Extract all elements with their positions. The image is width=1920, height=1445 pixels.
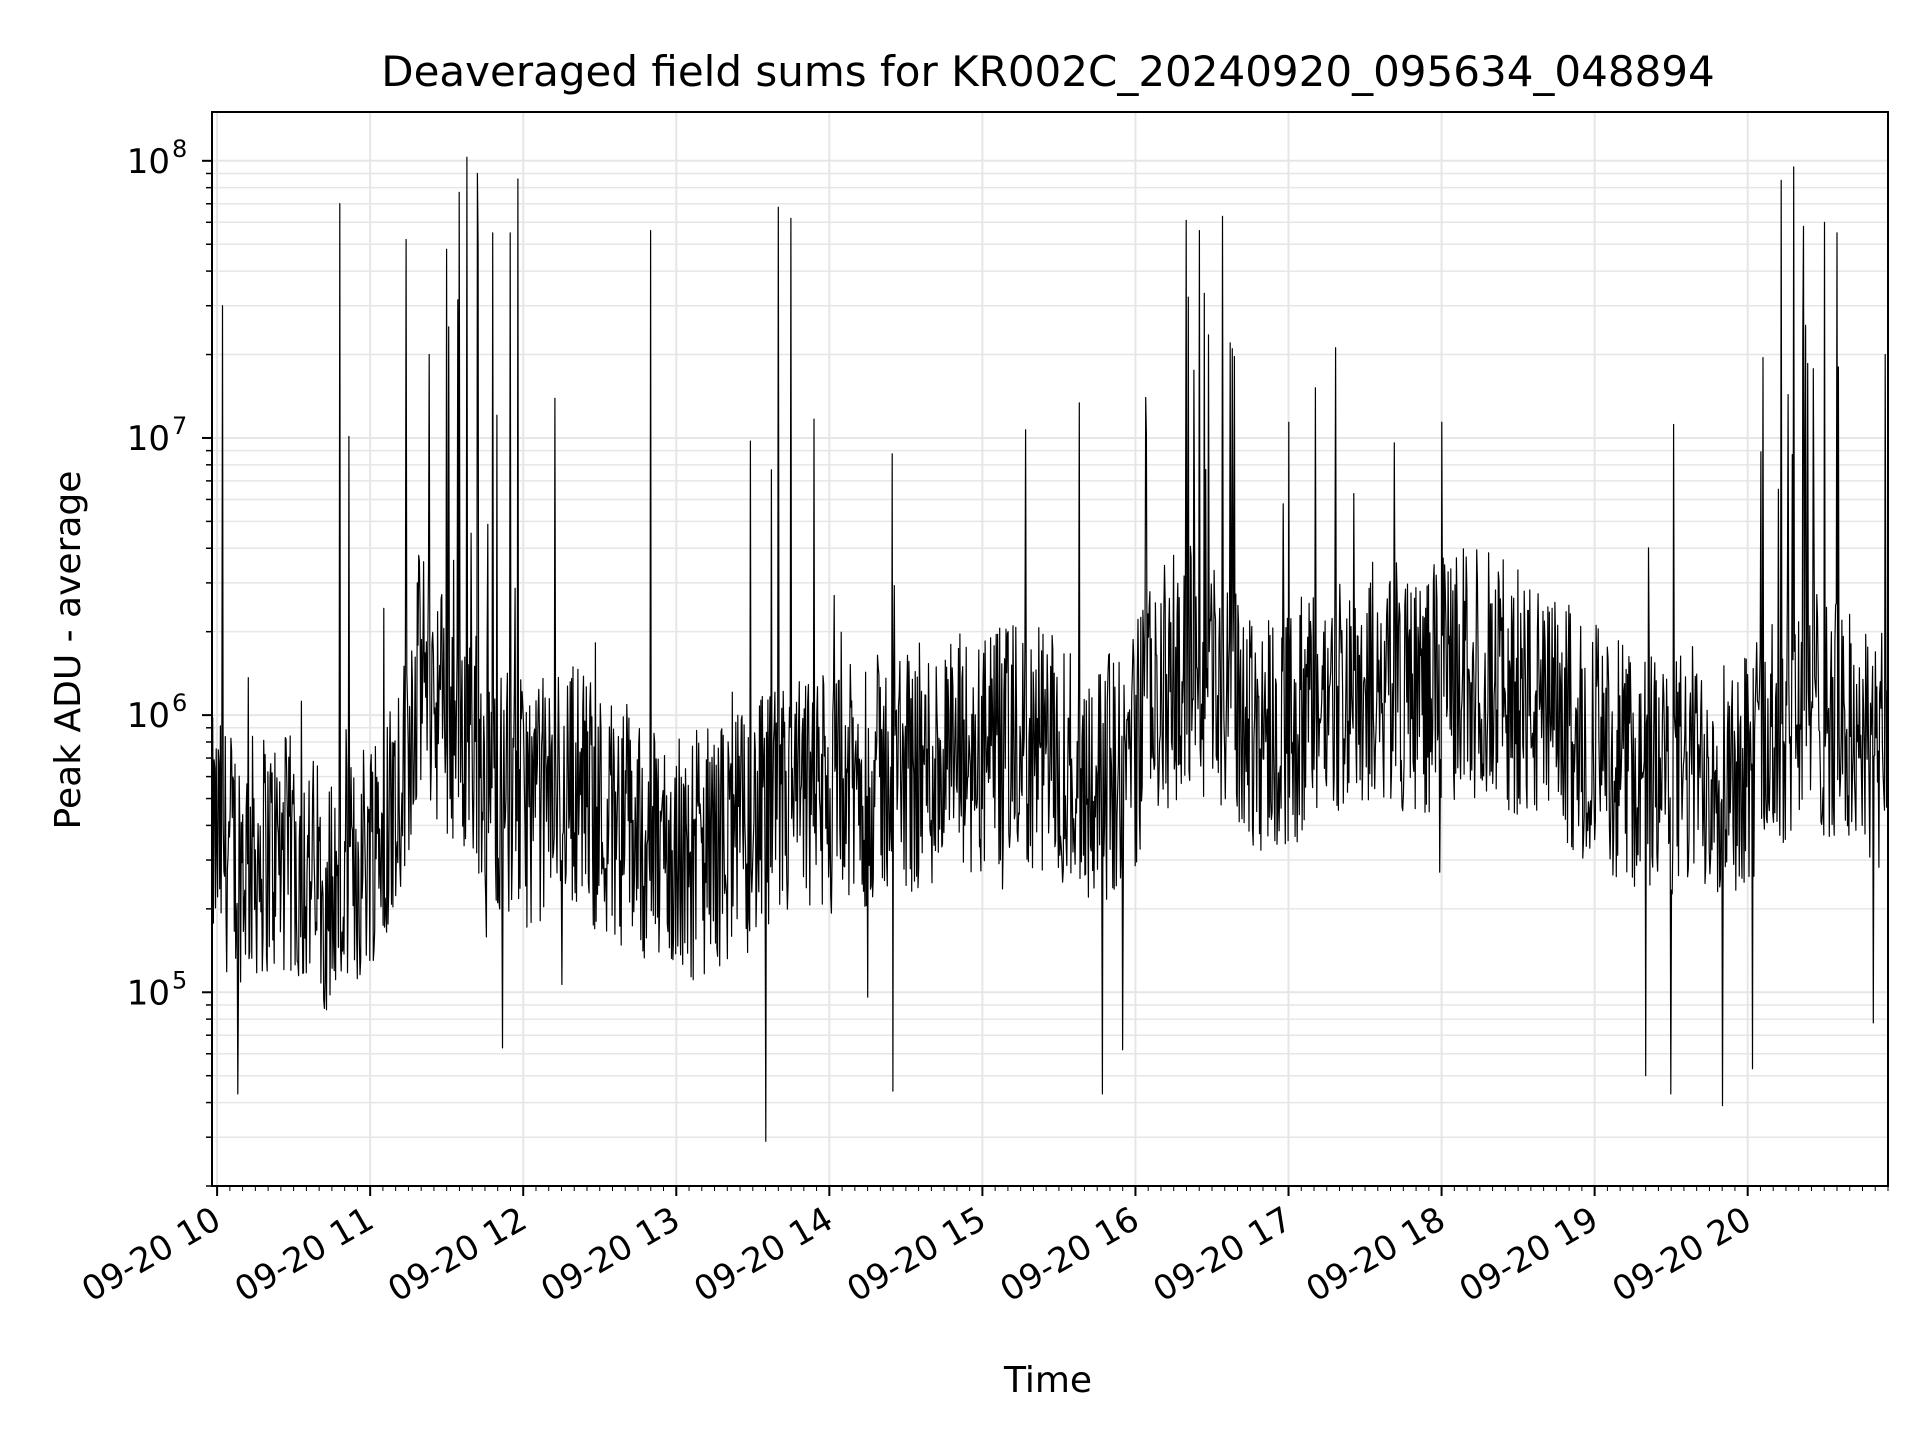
y-tick-exponent: 5 bbox=[172, 966, 187, 994]
y-axis-label: Peak ADU - average bbox=[48, 471, 89, 830]
series-lines bbox=[211, 156, 1889, 1142]
y-tick-exponent: 8 bbox=[172, 135, 187, 163]
y-tick-exponent: 7 bbox=[172, 412, 187, 440]
x-axis-label: Time bbox=[1003, 1360, 1092, 1401]
y-tick-label: 10 bbox=[127, 142, 170, 182]
grid bbox=[212, 112, 1888, 1187]
chart-title: Deaveraged field sums for KR002C_2024092… bbox=[381, 47, 1715, 96]
series-line bbox=[211, 156, 1889, 1142]
y-tick-label: 10 bbox=[127, 696, 170, 736]
y-tick-exponent: 6 bbox=[172, 689, 187, 717]
plot-frame bbox=[211, 111, 1889, 1187]
y-tick-label: 10 bbox=[127, 419, 170, 459]
y-tick-label: 10 bbox=[127, 973, 170, 1013]
